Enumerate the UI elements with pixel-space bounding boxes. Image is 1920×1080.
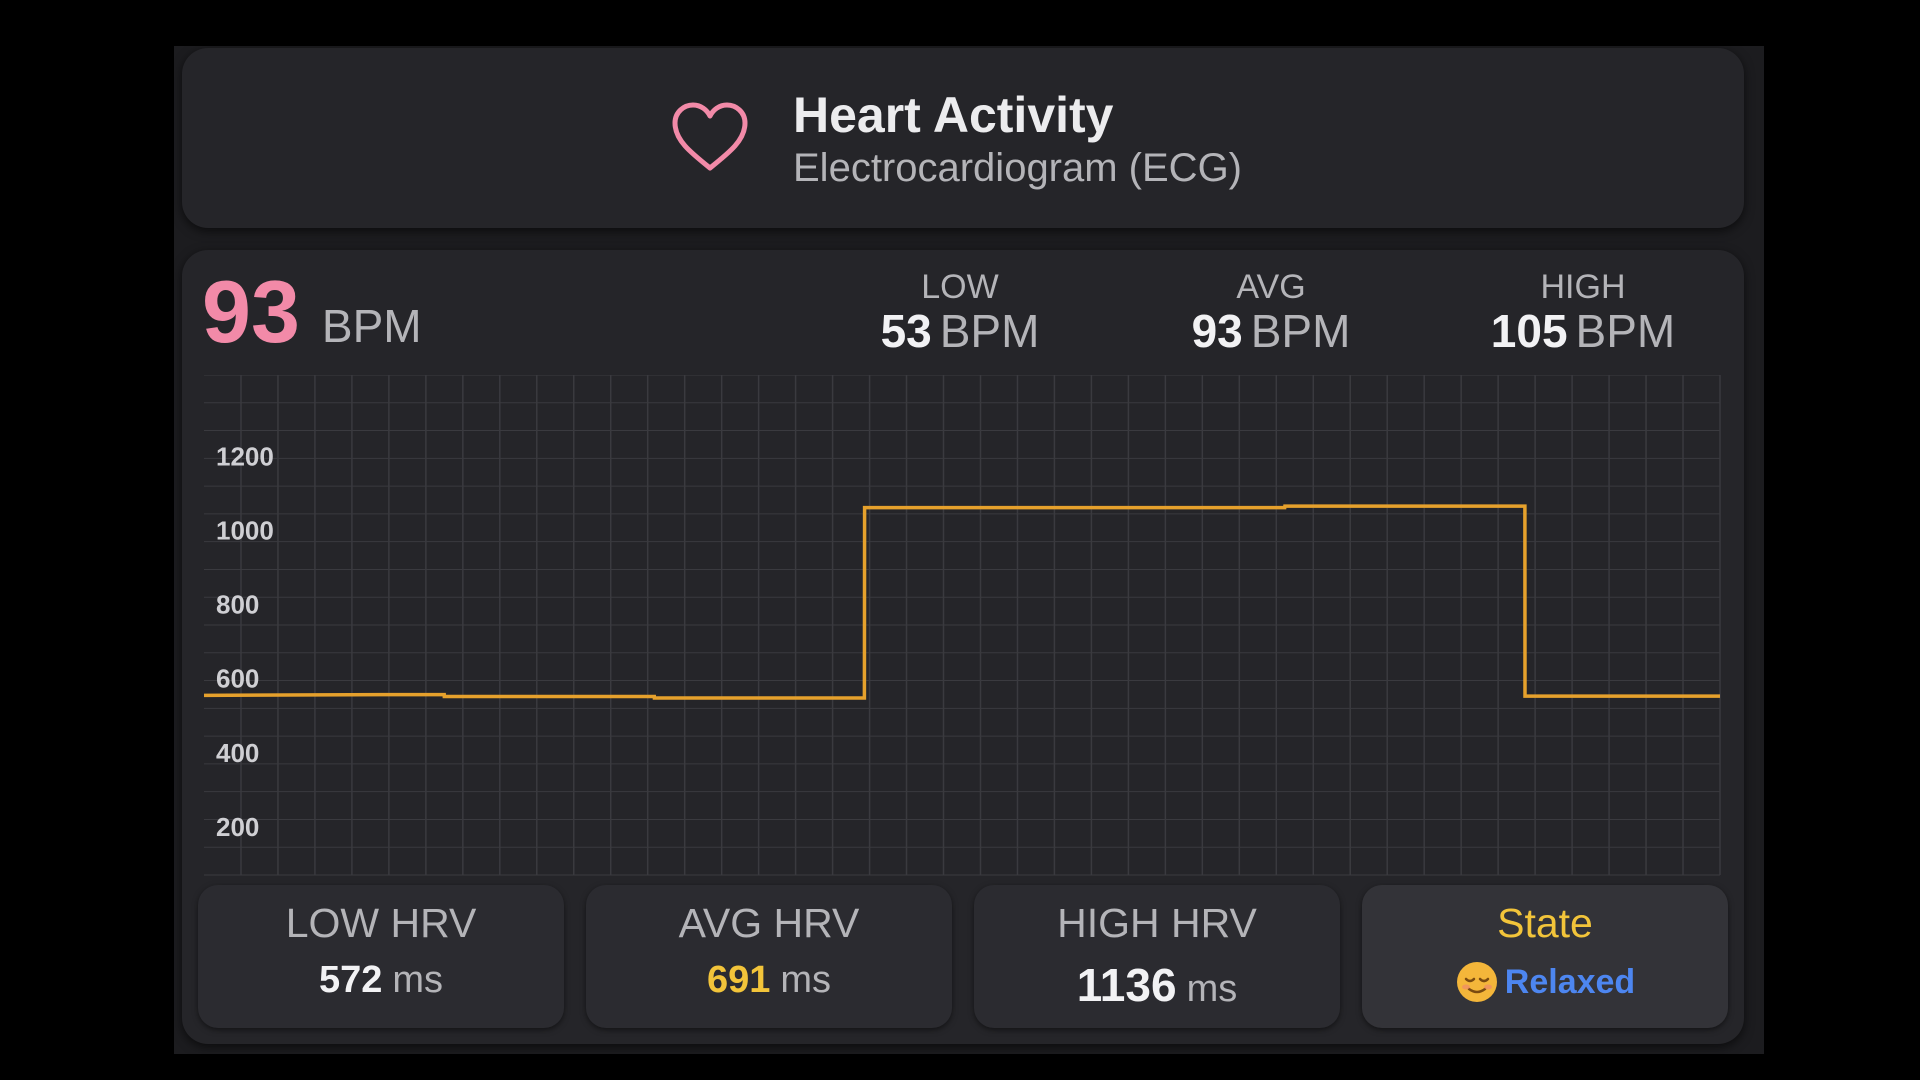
tile-avg-hrv-value: 691 xyxy=(706,959,771,1002)
tile-low-hrv-unit: ms xyxy=(392,959,444,1002)
tile-avg-hrv: AVG HRV 691 ms xyxy=(586,885,952,1028)
stat-low-unit: BPM xyxy=(939,305,1040,357)
current-bpm-unit: BPM xyxy=(321,300,422,352)
stat-avg: AVG 93 BPM xyxy=(1131,270,1411,354)
current-bpm: 93 BPM xyxy=(202,268,422,356)
stat-avg-unit: BPM xyxy=(1250,305,1351,357)
current-bpm-value: 93 xyxy=(202,262,300,361)
tile-high-hrv: HIGH HRV 1136 ms xyxy=(974,885,1340,1028)
stat-low-label: LOW xyxy=(921,268,999,306)
tile-high-hrv-unit: ms xyxy=(1186,968,1238,1011)
stat-high-label: HIGH xyxy=(1540,268,1626,306)
tile-state-label: State xyxy=(1497,900,1593,946)
header-subtitle: Electrocardiogram (ECG) xyxy=(793,146,1243,190)
ecg-series-line xyxy=(203,504,1720,700)
y-tick-label: 1200 xyxy=(216,441,274,471)
stat-high-value: 105 xyxy=(1490,305,1568,357)
relaxed-face-icon xyxy=(1456,962,1497,1003)
tile-high-hrv-value: 1136 xyxy=(1076,959,1177,1012)
y-tick-label: 200 xyxy=(216,812,259,842)
tile-avg-hrv-label: AVG HRV xyxy=(678,900,860,946)
tile-state: State Relaxed xyxy=(1362,885,1728,1028)
header-title: Heart Activity xyxy=(793,87,1114,143)
y-tick-label: 600 xyxy=(216,664,259,694)
chart-grid xyxy=(204,375,1721,876)
tile-state-value: Relaxed xyxy=(1504,962,1636,1001)
tile-avg-hrv-unit: ms xyxy=(780,959,832,1002)
stat-low: LOW 53 BPM xyxy=(820,270,1100,354)
tile-low-hrv: LOW HRV 572 ms xyxy=(198,885,564,1028)
tile-low-hrv-label: LOW HRV xyxy=(285,900,477,946)
stat-avg-value: 93 xyxy=(1191,305,1243,357)
y-tick-label: 800 xyxy=(216,590,259,620)
stat-avg-label: AVG xyxy=(1236,268,1306,306)
heart-icon xyxy=(672,102,748,171)
tile-low-hrv-value: 572 xyxy=(318,959,383,1002)
y-tick-label: 400 xyxy=(216,738,259,768)
tile-high-hrv-label: HIGH HRV xyxy=(1057,900,1257,946)
ecg-chart: 200 400 600 800 1000 1200 xyxy=(200,375,1725,880)
stat-high: HIGH 105 BPM xyxy=(1443,270,1723,354)
y-tick-label: 1000 xyxy=(216,516,274,546)
stat-low-value: 53 xyxy=(880,305,932,357)
ecg-chart-svg: 200 400 600 800 1000 1200 xyxy=(203,375,1721,876)
header-card xyxy=(182,48,1744,228)
stat-high-unit: BPM xyxy=(1575,305,1676,357)
